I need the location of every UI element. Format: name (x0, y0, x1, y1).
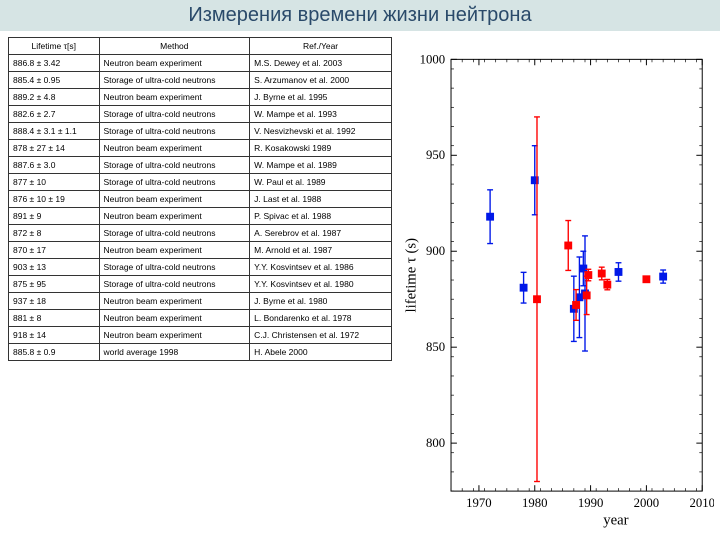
column-header: Ref./Year (250, 38, 392, 55)
table-cell: Storage of ultra-cold neutrons (99, 225, 250, 242)
table-cell: W. Paul et al. 1989 (250, 174, 392, 191)
table-cell: Y.Y. Kosvintsev et al. 1986 (250, 259, 392, 276)
svg-text:1970: 1970 (466, 496, 492, 510)
table-cell: Neutron beam experiment (99, 310, 250, 327)
table-cell: A. Serebrov et al. 1987 (250, 225, 392, 242)
svg-text:950: 950 (426, 148, 445, 162)
table-cell: 891 ± 9 (9, 208, 100, 225)
svg-text:year: year (603, 512, 628, 528)
table-cell: 881 ± 8 (9, 310, 100, 327)
table-row: 887.6 ± 3.0Storage of ultra-cold neutron… (9, 157, 392, 174)
table-cell: Storage of ultra-cold neutrons (99, 72, 250, 89)
table-cell: S. Arzumanov et al. 2000 (250, 72, 392, 89)
table-cell: 872 ± 8 (9, 225, 100, 242)
column-header: Method (99, 38, 250, 55)
svg-text:1980: 1980 (522, 496, 548, 510)
table-row: 870 ± 17Neutron beam experimentM. Arnold… (9, 242, 392, 259)
table-row: 903 ± 13Storage of ultra-cold neutronsY.… (9, 259, 392, 276)
column-header: Lifetime τ[s] (9, 38, 100, 55)
table-cell: 870 ± 17 (9, 242, 100, 259)
table-cell: 885.4 ± 0.95 (9, 72, 100, 89)
table-cell: V. Nesvizhevski et al. 1992 (250, 123, 392, 140)
table-cell: Y.Y. Kosvintsev et al. 1980 (250, 276, 392, 293)
table-cell: 903 ± 13 (9, 259, 100, 276)
table-cell: Neutron beam experiment (99, 293, 250, 310)
table-row: 881 ± 8Neutron beam experimentL. Bondare… (9, 310, 392, 327)
table-cell: Neutron beam experiment (99, 208, 250, 225)
table-cell: 887.6 ± 3.0 (9, 157, 100, 174)
table-row: 886.8 ± 3.42Neutron beam experimentM.S. … (9, 55, 392, 72)
page-title: Измерения времени жизни нейтрона (0, 0, 720, 31)
table-cell: W. Mampe et al. 1993 (250, 106, 392, 123)
table-cell: 886.8 ± 3.42 (9, 55, 100, 72)
svg-text:1000: 1000 (420, 52, 446, 66)
content-area: Lifetime τ[s]MethodRef./Year 886.8 ± 3.4… (0, 31, 720, 539)
table-cell: C.J. Christensen et al. 1972 (250, 327, 392, 344)
table-cell: R. Kosakowski 1989 (250, 140, 392, 157)
table-cell: 918 ± 14 (9, 327, 100, 344)
table-row: 872 ± 8Storage of ultra-cold neutronsA. … (9, 225, 392, 242)
table-cell: Neutron beam experiment (99, 242, 250, 259)
table-row: 888.4 ± 3.1 ± 1.1Storage of ultra-cold n… (9, 123, 392, 140)
table-cell: Storage of ultra-cold neutrons (99, 276, 250, 293)
table-row: 885.4 ± 0.95Storage of ultra-cold neutro… (9, 72, 392, 89)
table-cell: Storage of ultra-cold neutrons (99, 123, 250, 140)
table-cell: world average 1998 (99, 344, 250, 361)
table-cell: Neutron beam experiment (99, 191, 250, 208)
table-cell: 885.8 ± 0.9 (9, 344, 100, 361)
table-cell: Storage of ultra-cold neutrons (99, 106, 250, 123)
table-cell: Storage of ultra-cold neutrons (99, 157, 250, 174)
table-row: 885.8 ± 0.9world average 1998H. Abele 20… (9, 344, 392, 361)
svg-text:2010: 2010 (689, 496, 714, 510)
table-cell: Storage of ultra-cold neutrons (99, 259, 250, 276)
table-row: 877 ± 10Storage of ultra-cold neutronsW.… (9, 174, 392, 191)
table-cell: L. Bondarenko et al. 1978 (250, 310, 392, 327)
svg-text:2000: 2000 (634, 496, 660, 510)
table-row: 875 ± 95Storage of ultra-cold neutronsY.… (9, 276, 392, 293)
table-cell: H. Abele 2000 (250, 344, 392, 361)
table-row: 918 ± 14Neutron beam experimentC.J. Chri… (9, 327, 392, 344)
lifetime-table: Lifetime τ[s]MethodRef./Year 886.8 ± 3.4… (8, 37, 392, 361)
table-cell: 888.4 ± 3.1 ± 1.1 (9, 123, 100, 140)
table-cell: 889.2 ± 4.8 (9, 89, 100, 106)
scatter-chart: 800 850 900 950 1000 1970 1980 1990 2000 2010 year… (400, 31, 720, 539)
table-row: 937 ± 18Neutron beam experimentJ. Byrne … (9, 293, 392, 310)
svg-text:lifetime τ (s): lifetime τ (s) (404, 238, 420, 313)
table-cell: W. Mampe et al. 1989 (250, 157, 392, 174)
table-cell: M. Arnold et al. 1987 (250, 242, 392, 259)
table-cell: 877 ± 10 (9, 174, 100, 191)
table-cell: Storage of ultra-cold neutrons (99, 174, 250, 191)
table-cell: J. Byrne et al. 1995 (250, 89, 392, 106)
table-cell: 878 ± 27 ± 14 (9, 140, 100, 157)
data-table-container: Lifetime τ[s]MethodRef./Year 886.8 ± 3.4… (0, 31, 400, 539)
table-cell: 876 ± 10 ± 19 (9, 191, 100, 208)
table-cell: Neutron beam experiment (99, 89, 250, 106)
table-cell: M.S. Dewey et al. 2003 (250, 55, 392, 72)
svg-text:800: 800 (426, 436, 445, 450)
svg-text:900: 900 (426, 244, 445, 258)
table-row: 891 ± 9Neutron beam experimentP. Spivac … (9, 208, 392, 225)
table-row: 882.6 ± 2.7Storage of ultra-cold neutron… (9, 106, 392, 123)
table-cell: J. Last et al. 1988 (250, 191, 392, 208)
table-cell: 875 ± 95 (9, 276, 100, 293)
table-cell: 937 ± 18 (9, 293, 100, 310)
table-row: 889.2 ± 4.8Neutron beam experimentJ. Byr… (9, 89, 392, 106)
table-cell: 882.6 ± 2.7 (9, 106, 100, 123)
svg-text:1990: 1990 (578, 496, 604, 510)
table-row: 876 ± 10 ± 19Neutron beam experimentJ. L… (9, 191, 392, 208)
table-cell: Neutron beam experiment (99, 55, 250, 72)
table-cell: Neutron beam experiment (99, 327, 250, 344)
table-cell: J. Byrne et al. 1980 (250, 293, 392, 310)
table-cell: P. Spivac et al. 1988 (250, 208, 392, 225)
table-cell: Neutron beam experiment (99, 140, 250, 157)
table-row: 878 ± 27 ± 14Neutron beam experimentR. K… (9, 140, 392, 157)
svg-text:850: 850 (426, 340, 445, 354)
